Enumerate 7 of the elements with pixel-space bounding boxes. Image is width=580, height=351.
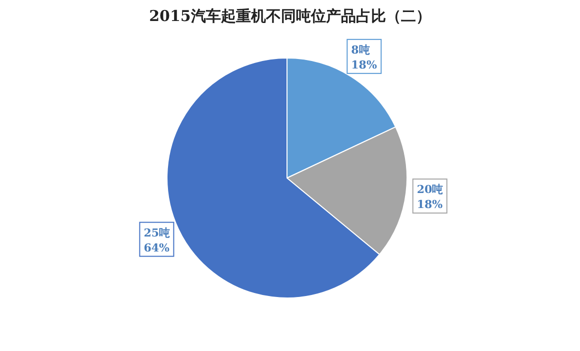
chart-title: 2015汽车起重机不同吨位产品占比（二） <box>149 7 431 25</box>
data-label: 18% <box>351 58 378 72</box>
slice-label: 25吨 <box>144 226 170 240</box>
slice-label: 8吨 <box>351 43 370 56</box>
data-label: 64% <box>144 241 170 254</box>
slice-label: 20吨 <box>416 183 444 196</box>
data-label: 18% <box>416 198 444 212</box>
